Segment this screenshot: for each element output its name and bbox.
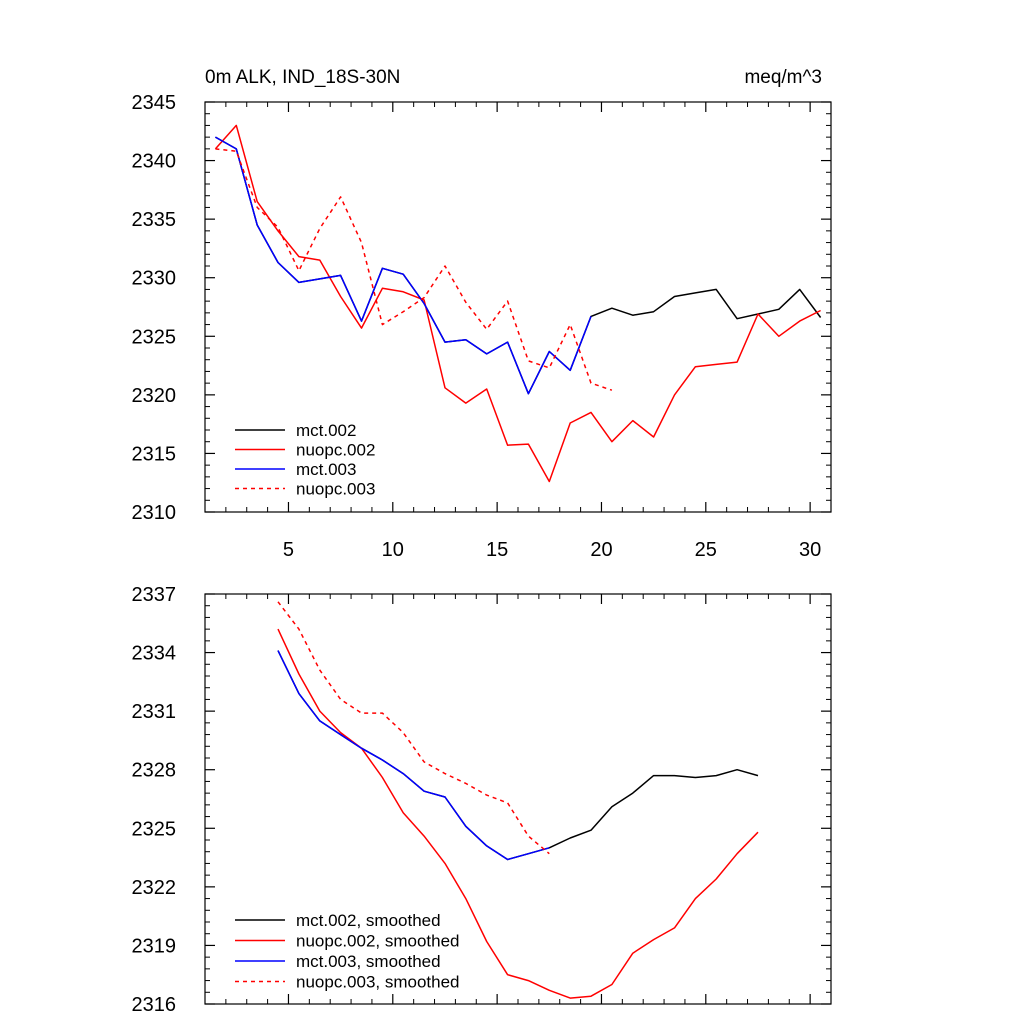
series-line-1: [214, 124, 821, 483]
x-tick-label: 20: [590, 539, 612, 561]
legend-label: nuopc.003, smoothed: [296, 973, 460, 992]
x-tick-label: 5: [283, 539, 294, 561]
chart-title: 0m ALK, IND_18S-30N: [205, 67, 400, 88]
legend-label: mct.002, smoothed: [296, 911, 441, 930]
y-tick-label: 2315: [132, 443, 177, 465]
top-panel: 5 10 15 20 25 30 2310 2315 2320 2325 2330 2335 2340 2…: [132, 92, 832, 561]
series-line-0: [215, 136, 822, 395]
y-tick-label: 2310: [132, 502, 177, 524]
x-tick-label: 30: [799, 539, 821, 561]
series-line-3: [215, 148, 613, 391]
legend-label: mct.003: [296, 460, 356, 479]
series-line-0: [277, 650, 759, 861]
legend-label: nuopc.002: [296, 441, 375, 460]
x-tick-label: 25: [695, 539, 717, 561]
y-tick-label: 2345: [132, 92, 177, 114]
series-line-2: [215, 136, 592, 395]
y-tick-label: 2325: [132, 326, 177, 348]
y-tick-label: 2316: [132, 994, 177, 1016]
series-line-2: [277, 650, 550, 861]
y-tick-label: 2331: [132, 701, 177, 723]
x-tick-label: 15: [486, 539, 508, 561]
legend-label: mct.002: [296, 421, 356, 440]
bottom-panel: 2316 2319 2322 2325 2328 2331 2334 2337 mct.002,…: [132, 584, 832, 1016]
y-tick-label: 2334: [132, 643, 177, 665]
y-tick-label: 2320: [132, 385, 177, 407]
legend-label: mct.003, smoothed: [296, 952, 441, 971]
y-tick-label: 2337: [132, 584, 177, 606]
y-tick-label: 2328: [132, 760, 177, 782]
units-label: meq/m^3: [744, 67, 822, 88]
x-tick-label: 10: [382, 539, 404, 561]
y-tick-label: 2319: [132, 935, 177, 957]
y-tick-label: 2330: [132, 268, 177, 290]
legend-label: nuopc.003: [296, 480, 375, 499]
y-tick-label: 2340: [132, 151, 177, 173]
series-line-3: [277, 601, 550, 855]
legend-label: nuopc.002, smoothed: [296, 932, 460, 951]
y-tick-label: 2335: [132, 209, 177, 231]
y-tick-label: 2322: [132, 877, 177, 899]
y-tick-label: 2325: [132, 818, 177, 840]
